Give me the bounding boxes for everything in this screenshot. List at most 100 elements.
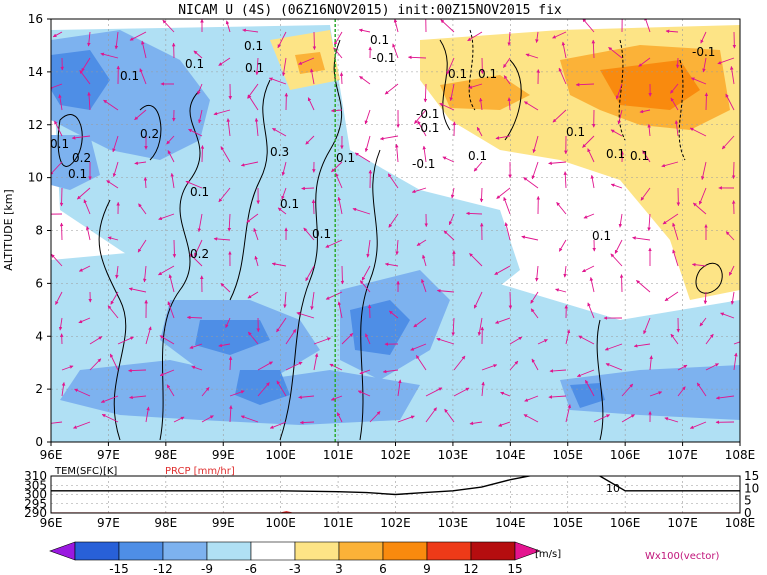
wind-vector-152: [106, 180, 119, 189]
wind-vector-14: [440, 19, 455, 33]
wind-vector-397: [664, 417, 679, 423]
subplot-x-tick: 98E: [154, 516, 177, 530]
wind-vector-209: [303, 227, 315, 241]
wind-vector-166: [496, 187, 511, 199]
subplot-right-tick: 0: [744, 506, 752, 520]
shade-region-9: [195, 320, 270, 355]
wind-vector-164: [450, 187, 455, 199]
contour-label-7: 0.2: [140, 127, 159, 141]
wind-vector-310: [341, 332, 354, 345]
wind-vector-325: [61, 365, 74, 371]
tem-sfc-line: [51, 476, 740, 496]
wind-vector-137: [394, 143, 399, 163]
wind-vector-58: [268, 77, 287, 85]
contour-label-1: 0.1: [185, 57, 204, 71]
wind-vector-147: [661, 161, 679, 168]
wind-vector-167: [523, 177, 539, 189]
wind-vector-92: [523, 101, 539, 111]
wind-vector-121: [647, 123, 651, 137]
wind-vector-305: [189, 343, 203, 349]
wind-vector-136: [354, 152, 371, 163]
wind-vector-328: [128, 368, 147, 373]
wind-vector-253: [128, 287, 147, 293]
contour-0: [98, 199, 127, 441]
wind-vector-271: [636, 280, 651, 293]
contour-neg-2: [678, 59, 686, 161]
contour-label-10: 0.1: [280, 197, 299, 211]
colorbar-level: 6: [379, 562, 387, 575]
wind-vector-214: [443, 230, 455, 241]
colorbar-max-arrow: [514, 541, 541, 561]
wind-vector-34: [298, 57, 315, 65]
wind-vector-4: [162, 19, 175, 33]
subplot-x-tick: 105E: [553, 516, 584, 530]
wind-vector-31: [218, 57, 231, 66]
wind-vector-98: [704, 92, 709, 111]
wind-vector-257: [247, 291, 259, 299]
colorbar-level: -12: [153, 562, 173, 575]
subplot-right-tick: 10: [744, 481, 759, 495]
wind-vector-275: [58, 317, 63, 331]
subplot-x-tick: 104E: [495, 516, 526, 530]
wind-vector-279: [167, 301, 175, 319]
wind-vector-349: [733, 352, 738, 371]
legend-tem-sfc: TEM(SFC)[K]: [54, 466, 117, 477]
wind-vector-89: [439, 102, 455, 111]
wind-vector-322: [670, 333, 679, 345]
wind-vector-265: [473, 291, 483, 309]
wind-vector-153: [143, 176, 148, 189]
contour-label-9: 0.1: [190, 185, 209, 199]
subplot-x-tick: 96E: [40, 516, 63, 530]
wind-vector-319: [578, 335, 595, 345]
wind-vector-368: [548, 395, 567, 399]
subplot-frame: [50, 475, 741, 514]
wind-vector-320: [604, 343, 623, 351]
wind-vector-263: [421, 278, 427, 293]
wind-vector-202: [107, 236, 119, 241]
contour-label-16: 0.1: [448, 67, 467, 81]
wind-vector-129: [167, 150, 175, 163]
wind-vector-101: [71, 135, 91, 140]
subplot-x-tick: 99E: [212, 516, 235, 530]
wind-vector-218: [558, 239, 567, 252]
wind-vector-235: [340, 265, 345, 285]
wind-vector-204: [172, 239, 177, 258]
wind-vector-108: [272, 127, 287, 137]
wind-vector-61: [359, 75, 371, 85]
wind-vector-385: [336, 412, 343, 423]
subplot-left-tick: 305: [24, 478, 47, 492]
contour-9: [439, 39, 451, 131]
wind-vector-19: [582, 19, 595, 33]
wind-vector-327: [109, 353, 119, 371]
wind-vector-221: [632, 236, 651, 241]
contour-8: [139, 104, 162, 161]
wind-vector-244: [581, 265, 595, 273]
wind-vector-390: [469, 421, 483, 426]
wind-vector-369: [585, 379, 595, 397]
wind-vector-28: [141, 40, 147, 59]
colorbar-cell: [74, 541, 120, 561]
wind-vector-387: [397, 415, 415, 423]
wind-vector-304: [159, 335, 175, 345]
wind-vector-394: [593, 414, 611, 423]
wind-vector-380: [201, 415, 214, 423]
wind-vector-381: [229, 405, 233, 423]
subplot-left-tick: 290: [24, 506, 47, 520]
subplot-annotation: 10: [606, 482, 620, 495]
wind-vector-203: [137, 239, 147, 253]
wind-vector-222: [672, 222, 679, 241]
wind-vector-205: [194, 239, 203, 257]
wind-vector-270: [619, 274, 624, 293]
y-axis-label: ALTITUDE [km]: [2, 189, 15, 270]
wind-vector-371: [649, 391, 663, 397]
surface-subplot: TEM(SFC)[K] PRCP [mm/hr] 310305300295290…: [24, 466, 759, 530]
wind-vector-351: [74, 388, 91, 397]
x-tick-label: 99E: [212, 448, 235, 462]
wind-vector-291: [495, 317, 511, 324]
wind-vector-347: [677, 364, 688, 371]
wind-vector-74: [730, 66, 735, 85]
wind-vector-16: [507, 31, 511, 46]
wind-vector-193: [556, 202, 567, 215]
subplot-x-tick: 100E: [265, 516, 296, 530]
